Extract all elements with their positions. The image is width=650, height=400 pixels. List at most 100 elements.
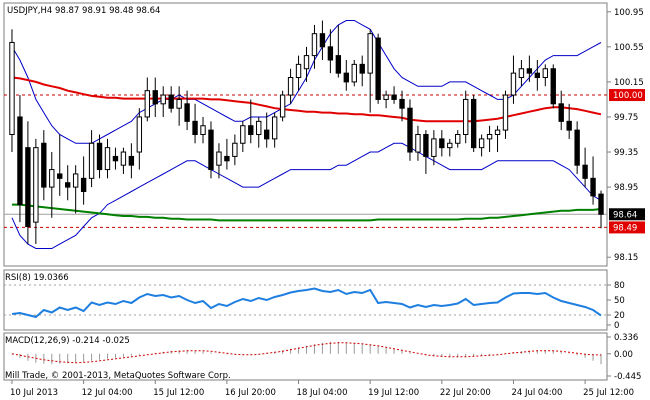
candle-body [303,55,310,70]
macd-frame [3,332,608,381]
rsi-axis-label: 50 [614,296,625,306]
x-axis-label: 12 Jul 04:00 [82,388,133,398]
candle-body [160,94,166,105]
level-98-49-label: 98.49 [613,223,637,233]
candle-body [232,142,238,157]
candle-body [518,68,525,79]
price-axis-label: 98.15 [614,253,638,263]
x-axis: 10 Jul 2013 12 Jul 04:00 15 Jul 12:00 16 Ju… [10,380,634,398]
candle-body [295,63,302,79]
price-panel: 100.95 100.55 100.15 99.75 99.35 98.95 98.15 98… [4,8,645,263]
x-axis-label: 25 Jul 12:00 [583,388,634,398]
candle-body [216,151,222,166]
price-axis-label: 98.95 [614,183,638,193]
rsi-axis-label: 80 [614,281,625,291]
current-price-box [609,208,645,221]
candle-body [590,177,596,197]
candle-body [375,37,381,100]
candle-body [112,155,119,162]
candle-body [248,125,254,135]
x-axis-label: 18 Jul 04:00 [297,388,348,398]
candle-body [399,98,405,109]
rsi-axis-label: 20 [614,311,625,321]
candle-body [33,147,39,223]
candle-body [144,90,150,118]
candle-body [463,98,469,135]
candle-body [192,120,198,135]
macd-axis-label: 0.336 [614,333,638,343]
candle-body [9,41,15,136]
candle-body [470,98,477,149]
rsi-axis-label: 0 [614,321,619,331]
candle-body [49,169,55,188]
candle-body [542,68,548,79]
rsi-header: RSI(8) 19.0366 [5,273,69,283]
candle-body [168,94,174,109]
footer-copyright: Mill Trade, © 2001-2013, MetaQuotes Soft… [5,371,231,381]
price-axis-label: 100.95 [614,8,644,18]
rsi-line [11,287,602,319]
price-axis-label: 100.55 [614,43,644,53]
x-axis-label: 22 Jul 20:00 [440,388,491,398]
candle-body [486,134,493,140]
candle-body [279,94,286,118]
moving-average-green-line [12,203,602,222]
candle-body [423,134,429,157]
candle-body [271,116,278,140]
candle-body [208,129,214,171]
candle-body [136,116,143,153]
level-100-box [609,89,645,102]
candle-body [88,142,95,179]
candle-body [184,103,190,122]
candle-body [415,134,421,153]
candle-body [494,129,501,136]
candle-body [240,125,246,144]
candle-body [455,134,461,144]
macd-header: MACD(12,26,9) -0.214 -0.025 [5,336,130,346]
candle-body [550,68,556,105]
macd-axis-label: -0.445 [614,372,641,382]
candle-body [176,98,182,109]
candle-body [41,142,47,188]
candle-body [343,72,349,83]
x-axis-label: 10 Jul 2013 [10,388,58,398]
candle-body [407,107,413,153]
candle-body [327,46,334,61]
x-axis-label: 15 Jul 12:00 [153,388,204,398]
candle-body [335,55,342,74]
candle-body [57,173,63,179]
price-frame [3,2,608,267]
price-axis-label: 100.15 [614,78,644,88]
rsi-panel: 80 50 200 [4,281,625,331]
bollinger-lower-line [11,142,602,249]
candle-body [391,94,397,100]
price-axis-label: 99.75 [614,113,638,123]
candle-body [526,68,533,74]
candle-body [224,155,230,162]
macd-panel: 0.336 0.00 -0.445 [11,333,641,382]
x-axis-label: 16 Jul 20:00 [225,388,276,398]
rsi-frame [3,269,608,331]
candle-body [367,33,373,74]
candle-body [566,120,572,131]
candle-body [582,164,588,179]
candle-body [351,63,357,83]
candle-body [200,125,206,135]
candle-body [534,72,541,79]
candle-body [287,77,294,96]
candle-body [152,90,158,105]
candle-body [128,155,135,166]
price-axis-label: 99.35 [614,148,638,158]
candle-body [558,103,564,122]
candle-body [478,138,485,149]
candle-body [120,151,127,166]
x-axis-label: 24 Jul 04:00 [511,388,562,398]
candle-body [359,63,365,74]
candle-body [264,129,270,140]
candle-body [510,72,517,96]
candle-body [447,142,453,149]
candle-body [256,120,262,135]
current-price-label: 98.64 [613,210,637,220]
